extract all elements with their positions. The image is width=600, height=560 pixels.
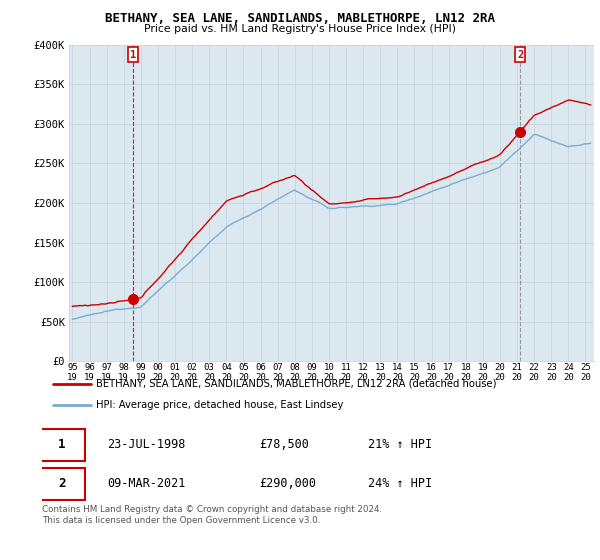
FancyBboxPatch shape bbox=[39, 428, 85, 461]
Text: 2: 2 bbox=[58, 477, 66, 491]
Text: 21% ↑ HPI: 21% ↑ HPI bbox=[368, 438, 432, 451]
Text: 23-JUL-1998: 23-JUL-1998 bbox=[107, 438, 185, 451]
Text: 1: 1 bbox=[58, 438, 66, 451]
FancyBboxPatch shape bbox=[39, 468, 85, 500]
Text: £290,000: £290,000 bbox=[259, 477, 316, 491]
Text: BETHANY, SEA LANE, SANDILANDS, MABLETHORPE, LN12 2RA (detached house): BETHANY, SEA LANE, SANDILANDS, MABLETHOR… bbox=[97, 379, 497, 389]
Text: 2: 2 bbox=[517, 49, 523, 59]
Text: HPI: Average price, detached house, East Lindsey: HPI: Average price, detached house, East… bbox=[97, 400, 344, 410]
Text: £78,500: £78,500 bbox=[259, 438, 309, 451]
Text: BETHANY, SEA LANE, SANDILANDS, MABLETHORPE, LN12 2RA: BETHANY, SEA LANE, SANDILANDS, MABLETHOR… bbox=[105, 12, 495, 25]
Text: Contains HM Land Registry data © Crown copyright and database right 2024.
This d: Contains HM Land Registry data © Crown c… bbox=[42, 505, 382, 525]
Text: 09-MAR-2021: 09-MAR-2021 bbox=[107, 477, 185, 491]
Text: Price paid vs. HM Land Registry's House Price Index (HPI): Price paid vs. HM Land Registry's House … bbox=[144, 24, 456, 34]
Text: 1: 1 bbox=[130, 49, 136, 59]
Text: 24% ↑ HPI: 24% ↑ HPI bbox=[368, 477, 432, 491]
